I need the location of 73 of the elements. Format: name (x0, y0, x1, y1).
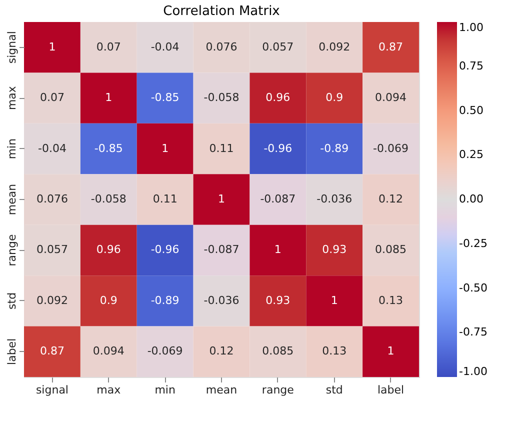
color-bar-label: -0.50 (459, 281, 488, 294)
data-label: -0.89 (320, 142, 349, 155)
data-label: -0.04 (150, 40, 180, 54)
data-label: 0.085 (262, 344, 294, 358)
x-tick-label: std (326, 384, 343, 396)
data-label: -0.087 (260, 192, 296, 206)
data-label: 0.057 (262, 40, 294, 54)
data-label: 0.07 (40, 91, 64, 104)
data-label: 0.094 (92, 344, 124, 358)
data-label: -0.087 (204, 243, 240, 256)
x-tick-label: max (96, 384, 122, 396)
data-label: 1 (48, 40, 56, 54)
y-tick-label: label (6, 338, 18, 365)
data-label: 1 (330, 294, 338, 307)
data-label: 0.93 (322, 243, 347, 256)
data-label: 0.87 (378, 40, 404, 54)
data-label: -0.058 (90, 192, 126, 206)
color-bar-label: 0.75 (459, 59, 484, 72)
data-label: 0.9 (100, 294, 118, 307)
data-label: -0.85 (150, 91, 180, 104)
data-label: 0.12 (378, 192, 404, 206)
data-label: 0.11 (152, 192, 178, 206)
data-label: 0.092 (318, 40, 350, 54)
data-label: -0.04 (38, 142, 66, 155)
data-label: -0.85 (94, 142, 123, 155)
y-tick-label: std (6, 292, 18, 310)
data-label: 0.93 (266, 294, 290, 307)
color-bar-label: -1.00 (459, 365, 488, 378)
y-tick-label: min (6, 138, 18, 160)
data-label: 0.076 (206, 40, 238, 54)
x-tick-label: range (262, 384, 294, 396)
data-label: 1 (274, 243, 282, 256)
data-label: 1 (162, 142, 169, 155)
data-label: 0.96 (266, 91, 290, 104)
x-tick-label: mean (206, 384, 238, 396)
x-tick-label: label (377, 384, 404, 396)
data-label: 1 (218, 192, 225, 206)
color-bar-label: 1.00 (459, 21, 484, 34)
x-tick-label: min (154, 384, 176, 396)
data-label: 0.085 (375, 243, 407, 256)
data-label: 0.13 (322, 344, 347, 358)
data-label: 0.094 (375, 91, 407, 104)
data-label: 0.96 (96, 243, 121, 256)
x-tick-label: signal (36, 384, 68, 396)
y-tick-label: mean (6, 184, 18, 216)
color-bar-label: 0.50 (459, 104, 484, 117)
data-label: 0.9 (326, 91, 344, 104)
chart-title: Correlation Matrix (163, 4, 280, 19)
color-bar-label: -0.75 (459, 326, 488, 339)
data-label: -0.96 (150, 243, 180, 256)
data-label: 0.07 (96, 40, 121, 54)
data-label: 0.13 (378, 294, 404, 307)
color-bar-label: -0.25 (459, 236, 488, 250)
color-bar-label: 0.00 (459, 192, 484, 206)
data-label: -0.069 (147, 344, 183, 358)
y-tick-label: signal (6, 31, 18, 64)
color-bar-label: 0.25 (459, 148, 484, 162)
data-label: -0.069 (373, 142, 409, 155)
data-label: -0.036 (204, 294, 240, 307)
data-label: -0.96 (264, 142, 292, 155)
y-tick-label: max (6, 86, 18, 110)
data-label: -0.89 (150, 294, 180, 307)
data-label: 0.12 (209, 344, 234, 358)
data-label: 0.076 (36, 192, 68, 206)
data-label: 0.11 (209, 142, 234, 155)
data-label: 0.092 (36, 294, 68, 307)
data-label: 0.057 (36, 243, 68, 256)
data-label: 0.87 (40, 344, 64, 358)
data-label: 1 (387, 344, 394, 358)
data-label: -0.036 (316, 192, 352, 206)
data-label: 1 (105, 91, 112, 104)
data-label: -0.058 (204, 91, 240, 104)
y-tick-label: range (6, 234, 18, 266)
